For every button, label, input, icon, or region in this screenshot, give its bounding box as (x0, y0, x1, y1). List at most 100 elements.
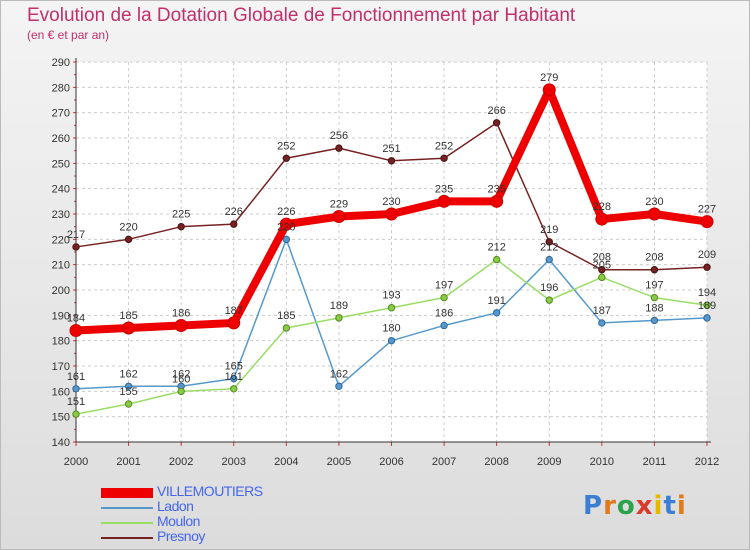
data-label-moulon: 155 (119, 386, 137, 398)
data-point-presnoy (230, 220, 238, 228)
data-point-villemoutiers (490, 194, 504, 208)
data-point-moulon (650, 293, 659, 302)
data-point-presnoy (598, 266, 606, 274)
data-label-moulon: 194 (698, 287, 716, 299)
data-label-villemoutiers: 185 (119, 310, 137, 322)
data-label-presnoy: 219 (540, 224, 558, 236)
data-point-moulon (440, 293, 448, 302)
data-label-moulon: 185 (277, 310, 295, 322)
y-tick-label: 250 (52, 158, 70, 170)
data-label-presnoy: 251 (382, 143, 400, 155)
data-label-moulon: 151 (67, 396, 85, 408)
data-point-presnoy (440, 154, 448, 162)
data-label-presnoy: 220 (119, 221, 137, 233)
data-point-presnoy (703, 263, 711, 271)
data-point-villemoutiers (542, 83, 556, 97)
data-label-ladon: 188 (645, 302, 663, 314)
data-label-moulon: 197 (645, 280, 663, 292)
data-label-presnoy: 252 (435, 140, 453, 152)
data-label-ladon: 189 (698, 300, 716, 312)
data-labels: 217 220 225 226 252 256 251 252 266 219 208 208 209 1… (67, 72, 716, 408)
data-point-ladon (545, 255, 553, 264)
data-label-villemoutiers: 226 (277, 206, 295, 218)
data-label-ladon: 162 (330, 368, 348, 380)
x-tick-label: 2010 (590, 456, 614, 468)
chart-subtitle: (en € et par an) (27, 28, 110, 42)
x-tick-label: 2005 (327, 456, 351, 468)
data-point-villemoutiers (69, 324, 83, 338)
data-point-villemoutiers (227, 316, 241, 330)
legend-label: Moulon (157, 513, 200, 529)
data-label-ladon: 191 (487, 295, 505, 307)
data-point-ladon (124, 382, 133, 390)
data-point-moulon (703, 301, 711, 309)
data-point-presnoy (387, 157, 396, 165)
data-label-villemoutiers: 235 (435, 183, 453, 195)
data-label-villemoutiers: 184 (67, 313, 85, 325)
y-tick-label: 270 (52, 108, 70, 120)
logo-letter: t (663, 491, 677, 521)
data-point-moulon (387, 304, 396, 312)
plot-background (76, 62, 707, 442)
legend-label: VILLEMOUTIERS (157, 483, 263, 499)
data-label-villemoutiers: 187 (225, 305, 243, 317)
data-point-ladon (492, 309, 501, 317)
data-label-ladon: 161 (67, 371, 85, 383)
data-label-villemoutiers: 186 (172, 307, 190, 319)
data-point-villemoutiers (174, 318, 188, 332)
data-label-moulon: 205 (593, 259, 611, 271)
data-point-ladon (335, 382, 343, 390)
logo-letter: i (676, 491, 687, 521)
legend-label: Presnoy (157, 528, 205, 544)
data-label-ladon: 186 (435, 307, 453, 319)
grid (75, 61, 708, 443)
data-label-villemoutiers: 230 (645, 196, 663, 208)
data-label-moulon: 193 (382, 290, 400, 302)
y-tick-label: 290 (52, 57, 70, 69)
data-point-ladon (387, 336, 396, 345)
data-point-presnoy (177, 222, 185, 231)
data-point-moulon (282, 324, 291, 332)
data-point-moulon (545, 296, 553, 304)
x-tick-label: 2007 (432, 456, 456, 468)
series-lines (69, 83, 714, 418)
y-tick-label: 190 (52, 310, 70, 322)
data-point-moulon (177, 387, 185, 396)
data-point-presnoy (72, 243, 80, 251)
data-label-presnoy: 256 (330, 130, 348, 142)
y-tick-label: 210 (52, 260, 70, 272)
data-label-presnoy: 226 (225, 206, 243, 218)
data-point-villemoutiers (437, 194, 451, 208)
data-point-presnoy (124, 235, 133, 244)
x-tick-label: 2008 (484, 456, 508, 468)
legend-swatch (101, 522, 153, 524)
legend-label: Ladon (157, 498, 194, 514)
y-tick-label: 260 (52, 133, 70, 145)
data-point-ladon (282, 235, 291, 244)
data-label-moulon: 189 (330, 300, 348, 312)
data-point-ladon (72, 385, 80, 393)
legend-swatch (101, 488, 153, 498)
data-label-moulon: 197 (435, 280, 453, 292)
data-label-presnoy: 266 (487, 105, 505, 117)
axes: 1401501601701801902002102202302402502602… (52, 57, 720, 468)
data-point-moulon (72, 410, 80, 418)
proxiti-logo: Proxiti (583, 491, 687, 521)
logo-letter: o (616, 491, 636, 521)
data-point-moulon (124, 400, 133, 408)
logo-letter: x (635, 491, 654, 521)
data-label-villemoutiers: 229 (330, 199, 348, 211)
data-point-moulon (230, 385, 238, 393)
data-label-presnoy: 252 (277, 140, 295, 152)
data-label-ladon: 220 (277, 221, 295, 233)
data-point-villemoutiers (332, 210, 346, 224)
y-tick-label: 280 (52, 82, 70, 94)
data-label-presnoy: 209 (698, 249, 716, 261)
x-tick-label: 2003 (222, 456, 246, 468)
y-tick-label: 180 (52, 336, 70, 348)
legend-swatch (101, 537, 153, 539)
data-label-presnoy: 225 (172, 209, 190, 221)
data-label-ladon: 165 (225, 361, 243, 373)
logo-letter: P (583, 491, 604, 521)
